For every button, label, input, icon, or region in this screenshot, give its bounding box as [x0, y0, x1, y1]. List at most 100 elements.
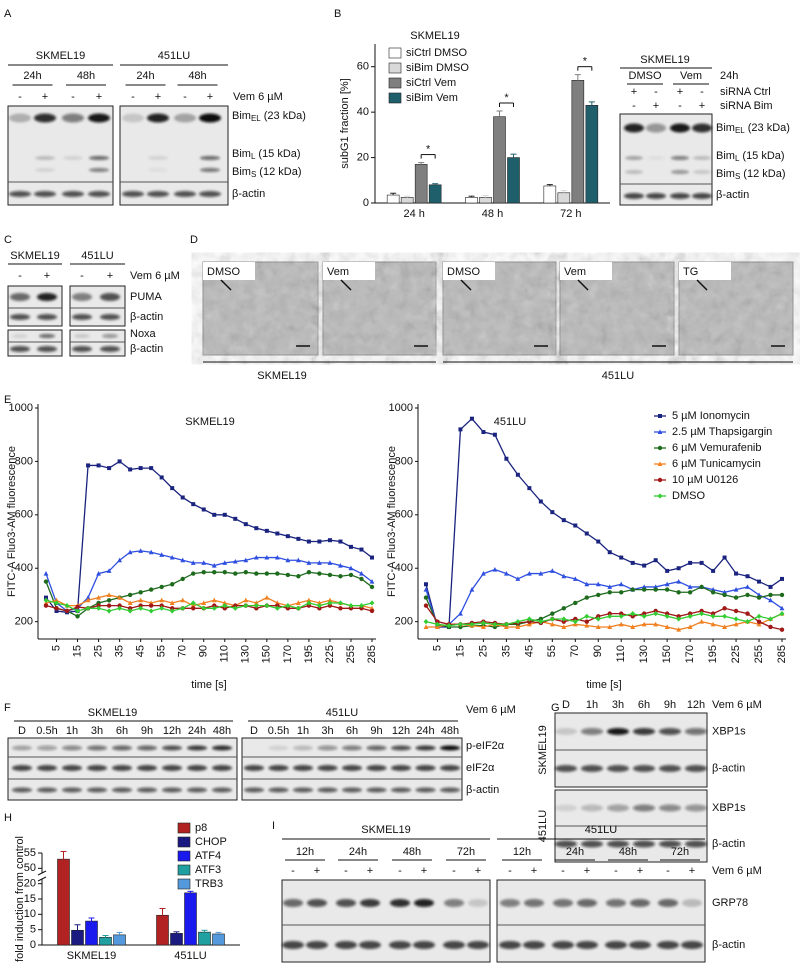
blot-band	[629, 941, 651, 949]
data-point	[190, 600, 196, 606]
data-point	[584, 619, 589, 624]
lane-sign: -	[398, 865, 402, 877]
data-point	[43, 597, 49, 603]
blot-band	[147, 191, 169, 197]
blot-band	[523, 941, 545, 949]
lane-sign: +	[207, 91, 213, 103]
blot-band	[72, 293, 92, 301]
blot-band	[500, 899, 520, 907]
band-label: Noxa	[130, 328, 157, 340]
lane-label: 3h	[91, 725, 103, 737]
time-label: 24h	[23, 70, 41, 82]
data-point	[768, 624, 773, 630]
legend-swatch	[388, 77, 402, 89]
band-subscript: L	[251, 152, 256, 161]
blot-band	[366, 765, 387, 771]
data-point	[127, 606, 133, 611]
data-point	[243, 597, 249, 603]
band-name: Bim	[716, 122, 735, 134]
data-point	[117, 595, 123, 600]
data-point	[117, 605, 123, 611]
lane-sign: +	[584, 865, 590, 877]
significance-mark: *	[426, 143, 431, 155]
lane-sign: +	[367, 865, 373, 877]
blot-band	[100, 346, 120, 352]
data-point	[106, 603, 112, 608]
data-point	[127, 592, 133, 598]
lane-label: 9h	[370, 725, 382, 737]
data-point	[561, 606, 567, 611]
time-label: 72h	[671, 846, 689, 858]
blot	[7, 329, 63, 357]
data-point	[699, 584, 704, 590]
data-point	[584, 623, 590, 628]
time-label: 12h	[296, 846, 314, 858]
blot-band	[658, 899, 678, 907]
data-point	[619, 590, 624, 595]
y-axis-label: fold induction from control	[14, 836, 26, 962]
blot-band	[440, 745, 460, 751]
blot-band	[122, 191, 144, 197]
band-subscript: L	[735, 154, 740, 163]
data-point	[779, 605, 785, 611]
x-tick-label: 5	[50, 645, 62, 651]
data-point	[630, 614, 635, 619]
data-point	[619, 555, 624, 560]
y-tick-label: 20	[357, 151, 369, 163]
data-point	[254, 606, 259, 611]
data-point	[756, 613, 762, 619]
blot-band	[633, 728, 655, 735]
data-point	[222, 600, 228, 605]
data-point	[275, 571, 280, 576]
blot-band	[577, 899, 597, 907]
data-point	[117, 557, 123, 563]
data-point	[492, 566, 498, 572]
blot-band	[88, 191, 110, 197]
blot-band	[9, 191, 31, 197]
data-point	[86, 463, 91, 468]
x-tick-label: 90	[198, 645, 210, 657]
bar	[212, 933, 225, 946]
lane-sign: -	[291, 865, 295, 877]
blot-band	[74, 334, 90, 338]
data-point	[54, 600, 59, 606]
data-point	[169, 554, 175, 560]
data-point	[699, 608, 704, 614]
blot-band	[336, 899, 356, 907]
legend-swatch	[177, 836, 191, 848]
data-point	[222, 606, 227, 611]
x-tick-label: 15	[71, 645, 83, 657]
blot-band	[366, 745, 387, 751]
lane-sign: -	[678, 100, 682, 112]
data-point	[572, 619, 578, 625]
x-tick-label: 45	[135, 645, 147, 657]
data-point	[327, 600, 333, 606]
data-point	[85, 605, 91, 611]
data-point	[264, 571, 270, 576]
blot-band	[307, 899, 327, 907]
data-point	[722, 555, 727, 560]
data-point	[106, 608, 112, 614]
data-point	[54, 606, 59, 611]
micrograph-label: TG	[683, 266, 698, 278]
blot-band	[670, 193, 690, 199]
lane-label: 0.5h	[36, 725, 57, 737]
x-tick-label: 225	[730, 645, 742, 663]
band-name: Bim	[716, 168, 735, 180]
micrograph-label-bg	[560, 262, 612, 280]
data-point	[619, 611, 624, 616]
blot-band	[137, 787, 157, 793]
data-point	[722, 606, 727, 611]
blot-band	[671, 170, 689, 174]
blot-band	[317, 745, 338, 751]
data-point	[275, 603, 280, 608]
blot-band	[359, 941, 381, 949]
blot-band	[607, 804, 629, 812]
chart-title: SKMEL19	[185, 416, 235, 428]
blot-band	[647, 156, 665, 160]
time-label: 72h	[457, 846, 475, 858]
data-point	[664, 581, 670, 587]
blot-band	[646, 123, 666, 133]
data-point	[664, 613, 670, 619]
data-point	[317, 600, 322, 605]
